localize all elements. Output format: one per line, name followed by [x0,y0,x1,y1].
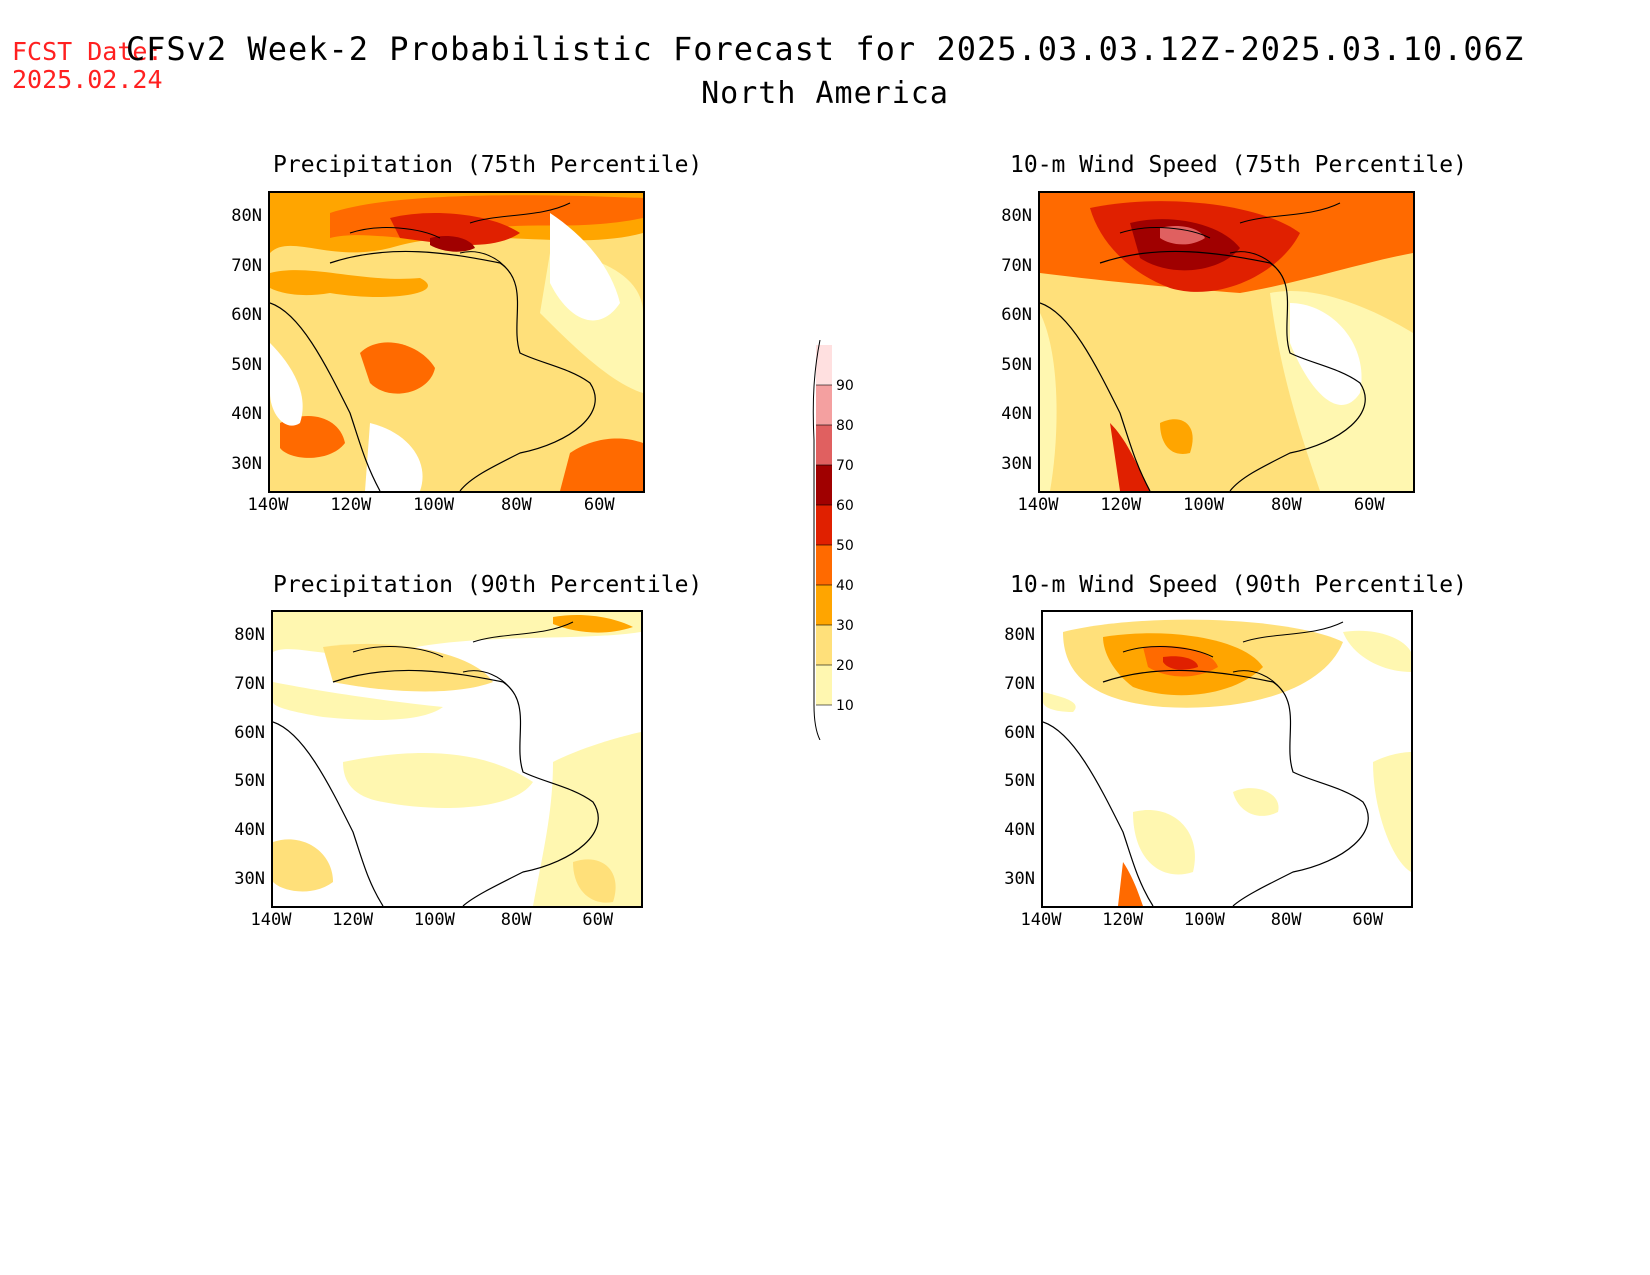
lon-label: 60W [1352,910,1384,930]
lon-label: 60W [582,910,614,930]
lat-label: 40N [1001,404,1032,425]
lon-label: 60W [1353,495,1385,515]
lat-label: 80N [231,206,262,227]
lat-label: 80N [1004,624,1035,645]
colorbar-tick-label: 20 [836,658,854,674]
lat-label: 60N [1001,305,1032,326]
lat-label: 30N [234,869,265,889]
lon-label: 80W [1271,495,1302,515]
lon-label: 100W [1183,495,1225,515]
map-precip-90 [271,610,643,908]
lat-label: 40N [1004,820,1035,841]
colorbar-tick-label: 40 [836,578,854,594]
lat-label: 50N [231,354,262,375]
colorbar-tick-label: 60 [836,498,854,514]
lon-label: 100W [1183,910,1225,930]
colorbar-tick-label: 10 [836,698,854,714]
lat-label: 70N [1001,255,1032,276]
lon-label: 120W [1100,495,1142,515]
lon-label: 140W [1017,495,1059,515]
fcst-date: FCST Date: 2025.02.24 [12,38,163,94]
colorbar-edge [812,339,821,741]
lat-label: 40N [234,820,265,841]
colorbar-swatch [816,345,832,385]
colorbar-swatch [816,425,832,465]
lat-label: 70N [1004,673,1035,694]
lat-label: 60N [1004,722,1035,743]
lat-label: 50N [1001,354,1032,375]
lon-label: 80W [501,495,532,515]
colorbar-swatch [816,545,832,585]
lat-label: 30N [1001,453,1032,474]
lat-label: 50N [234,771,265,792]
map-precip-75 [268,191,645,493]
colorbar-swatch [816,625,832,665]
lon-label: 60W [583,495,615,515]
lat-label: 60N [231,305,262,326]
fcst-date-label: FCST Date: [12,37,163,66]
map-wind-75 [1038,191,1415,493]
map-wind-90 [1041,610,1413,908]
page-title: CFSv2 Week-2 Probabilistic Forecast for … [125,30,1525,68]
lon-label: 120W [330,495,372,515]
lon-label: 140W [247,495,289,515]
colorbar-tick-label: 70 [836,458,854,474]
lat-label: 30N [1004,869,1035,889]
lon-label: 140W [250,910,292,930]
lat-label: 60N [234,722,265,743]
page-subtitle: North America [701,76,949,111]
colorbar-swatch [816,385,832,425]
lat-label: 80N [234,624,265,645]
panel-title-precip-75: Precipitation (75th Percentile) [273,152,703,178]
colorbar-swatch [816,665,832,705]
lon-label: 120W [332,910,374,930]
colorbar-swatch [816,585,832,625]
lon-label: 100W [413,910,455,930]
panel-title-wind-90: 10-m Wind Speed (90th Percentile) [1010,572,1467,598]
lon-label: 120W [1102,910,1144,930]
lat-label: 70N [231,255,262,276]
colorbar-tick-label: 80 [836,418,854,434]
fcst-date-value: 2025.02.24 [12,65,163,94]
lon-label: 80W [1270,910,1302,930]
lon-label: 80W [500,910,532,930]
lon-label: 100W [413,495,455,515]
panel-title-wind-75: 10-m Wind Speed (75th Percentile) [1010,152,1467,178]
colorbar: 10 20 30 40 50 60 70 80 90 [810,339,870,741]
lat-label: 30N [231,453,262,474]
panel-title-precip-90: Precipitation (90th Percentile) [273,572,703,598]
lat-label: 40N [231,404,262,425]
colorbar-tick-label: 50 [836,538,854,554]
lat-label: 50N [1004,771,1035,792]
colorbar-swatch [816,505,832,545]
colorbar-tick-label: 90 [836,378,854,394]
lon-label: 140W [1020,910,1062,930]
colorbar-tick-label: 30 [836,618,854,634]
lat-label: 70N [234,673,265,694]
lat-label: 80N [1001,206,1032,227]
colorbar-swatch [816,465,832,505]
